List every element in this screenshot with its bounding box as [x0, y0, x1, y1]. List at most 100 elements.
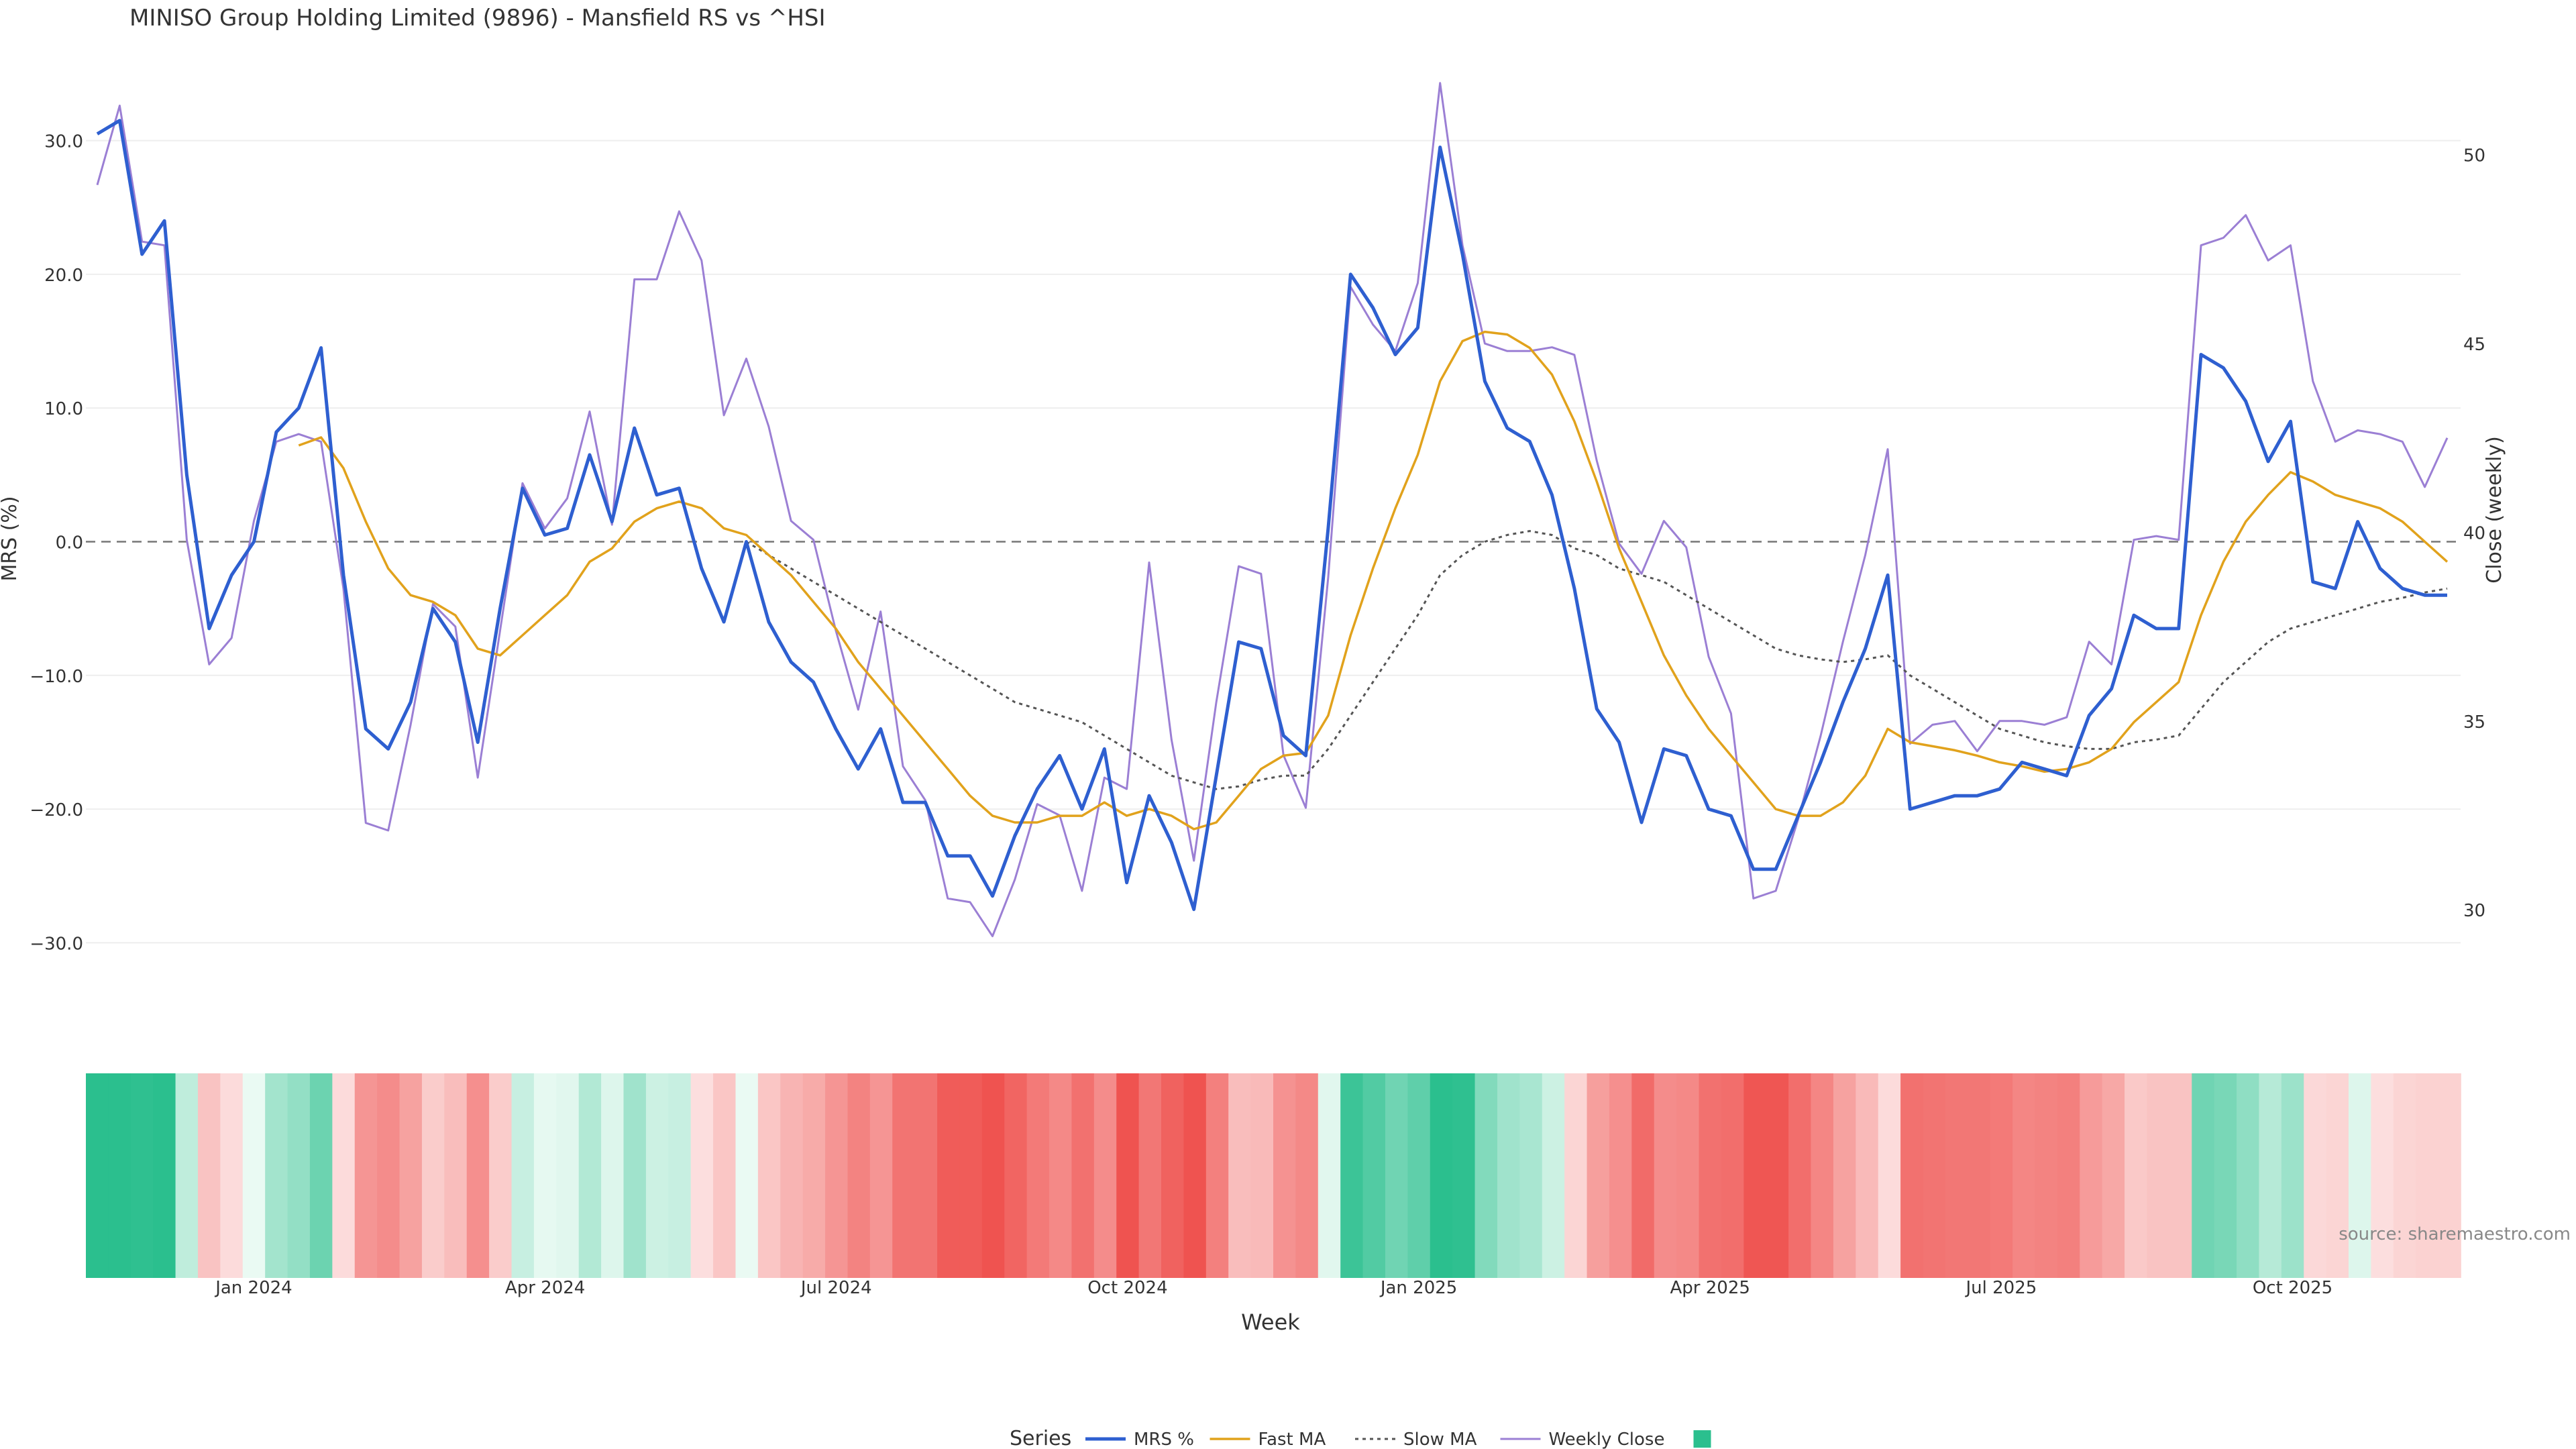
left-tick-label: 20.0: [44, 266, 83, 286]
heat-cell: [645, 1073, 669, 1278]
heat-cell: [1138, 1073, 1162, 1278]
x-axis-label: Week: [1241, 1309, 1300, 1335]
series-line-fast-ma: [298, 330, 2449, 830]
heat-cell: [802, 1073, 826, 1278]
heat-cell: [2035, 1073, 2058, 1278]
heat-cell: [1497, 1073, 1521, 1278]
heat-cell: [130, 1073, 154, 1278]
heat-cell: [2057, 1073, 2081, 1278]
right-tick-label: 50: [2463, 146, 2485, 166]
heat-cell: [466, 1073, 490, 1278]
heat-cell: [242, 1073, 266, 1278]
x-tick-label: Jul 2025: [1964, 1278, 2037, 1298]
heat-cell: [2147, 1073, 2170, 1278]
heat-cell: [332, 1073, 356, 1278]
heat-cell: [1721, 1073, 1745, 1278]
heat-cell: [2102, 1073, 2125, 1278]
heat-cell: [1856, 1073, 1879, 1278]
heat-cell: [2169, 1073, 2193, 1278]
right-tick-label: 30: [2463, 901, 2485, 921]
heat-cell: [2326, 1073, 2349, 1278]
left-tick-label: −10.0: [30, 667, 83, 687]
heat-cell: [287, 1073, 311, 1278]
heat-cell: [713, 1073, 737, 1278]
heat-cell: [1093, 1073, 1118, 1278]
heat-cell: [1340, 1073, 1364, 1278]
heat-cell: [1564, 1073, 1588, 1278]
heat-cell: [444, 1073, 468, 1278]
heat-cell: [1654, 1073, 1677, 1278]
heat-cell: [1900, 1073, 1924, 1278]
x-tick-label: Jul 2024: [800, 1278, 872, 1298]
heat-cell: [1116, 1073, 1140, 1278]
heat-cell: [1990, 1073, 2013, 1278]
heat-cell: [153, 1073, 176, 1278]
mrs-heatmap-strip: [86, 1073, 2461, 1278]
chart-title: MINISO Group Holding Limited (9896) - Ma…: [129, 5, 826, 32]
heat-cell: [981, 1073, 1006, 1278]
heat-cell: [937, 1073, 961, 1278]
heat-cell: [1699, 1073, 1722, 1278]
heat-cell: [1587, 1073, 1610, 1278]
left-tick-label: −20.0: [30, 800, 83, 820]
heat-cell: [2012, 1073, 2036, 1278]
heat-cell: [1407, 1073, 1431, 1278]
heat-cell: [1542, 1073, 1565, 1278]
heat-cell: [175, 1073, 199, 1278]
heat-cell: [2416, 1073, 2439, 1278]
heat-cell: [556, 1073, 580, 1278]
heat-cell: [1631, 1073, 1655, 1278]
legend-swatch-heatmap: [1693, 1430, 1711, 1448]
x-tick-label: Jan 2024: [214, 1278, 292, 1298]
right-tick-label: 40: [2463, 523, 2485, 543]
heat-cell: [1205, 1073, 1230, 1278]
heat-cell: [1295, 1073, 1319, 1278]
legend: Series MRS % Fast MA Slow MA Weekly Close: [1010, 1427, 1711, 1449]
x-tick-label: Apr 2025: [1670, 1278, 1750, 1298]
heat-cell: [668, 1073, 692, 1278]
heat-cell: [1049, 1073, 1073, 1278]
heat-cell: [623, 1073, 647, 1278]
gridlines: [86, 140, 2461, 944]
heat-cell: [421, 1073, 445, 1278]
heat-cell: [1676, 1073, 1700, 1278]
left-tick-label: −30.0: [30, 934, 83, 954]
heat-cell: [1878, 1073, 1901, 1278]
legend-label: Slow MA: [1403, 1430, 1477, 1449]
heat-cell: [533, 1073, 557, 1278]
heat-cell: [2371, 1073, 2394, 1278]
series-line-mrs: [96, 119, 2447, 912]
left-axis-label: MRS (%): [0, 496, 21, 581]
heat-cell: [1318, 1073, 1341, 1278]
heat-cell: [847, 1073, 871, 1278]
series-lines: [96, 82, 2449, 938]
heat-cell: [265, 1073, 288, 1278]
heat-cell: [2192, 1073, 2215, 1278]
heat-cell: [2080, 1073, 2103, 1278]
source-note: source: sharemaestro.com: [2339, 1224, 2571, 1244]
heat-cell: [2349, 1073, 2372, 1278]
heat-cell: [377, 1073, 400, 1278]
heat-cell: [197, 1073, 221, 1278]
heat-cell: [1609, 1073, 1633, 1278]
series-line-slow-ma: [745, 530, 2448, 790]
heat-cell: [1923, 1073, 1946, 1278]
right-axis-label: Close (weekly): [2483, 436, 2506, 584]
left-tick-label: 10.0: [44, 399, 83, 419]
left-tick-label: 30.0: [44, 132, 83, 152]
heat-cell: [1362, 1073, 1386, 1278]
heat-cell: [601, 1073, 625, 1278]
heat-cell: [489, 1073, 513, 1278]
heat-cell: [1968, 1073, 1991, 1278]
heat-cell: [1161, 1073, 1185, 1278]
heat-cell: [399, 1073, 423, 1278]
heat-cell: [1833, 1073, 1857, 1278]
heat-cell: [1273, 1073, 1297, 1278]
right-tick-label: 45: [2463, 335, 2485, 355]
heat-cell: [780, 1073, 804, 1278]
series-line-weekly-close: [96, 82, 2449, 938]
heat-cell: [2393, 1073, 2417, 1278]
heat-cell: [1385, 1073, 1409, 1278]
heat-cell: [869, 1073, 894, 1278]
heat-cell: [1183, 1073, 1207, 1278]
